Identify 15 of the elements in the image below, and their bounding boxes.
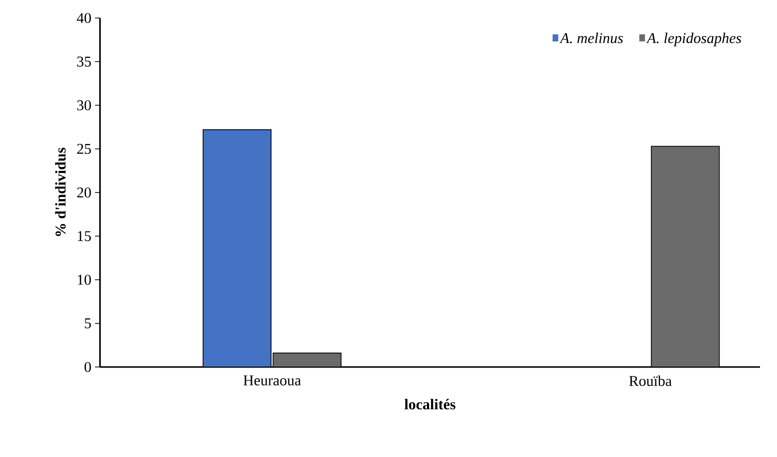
- y-tick-label: 0: [84, 362, 91, 372]
- legend-label: A. lepidosaphes: [646, 32, 742, 46]
- x-tick-label: Rouïba: [629, 376, 672, 386]
- x-tick-label: Heuraoua: [243, 376, 301, 386]
- y-tick-label: 15: [78, 231, 91, 242]
- y-tick-label: 40: [76, 12, 91, 24]
- y-tick-label: 5: [84, 318, 91, 328]
- y-tick-label: 25: [77, 144, 91, 154]
- y-tick-label: 35: [77, 56, 91, 67]
- y-tick-label: 20: [77, 187, 91, 198]
- y-tick-label: 30: [77, 100, 91, 110]
- y-axis-title: % d'individus: [55, 148, 66, 236]
- y-tick-label: 10: [78, 274, 91, 285]
- legend-label: A. melinus: [559, 32, 623, 44]
- x-axis-title: localités: [404, 398, 456, 410]
